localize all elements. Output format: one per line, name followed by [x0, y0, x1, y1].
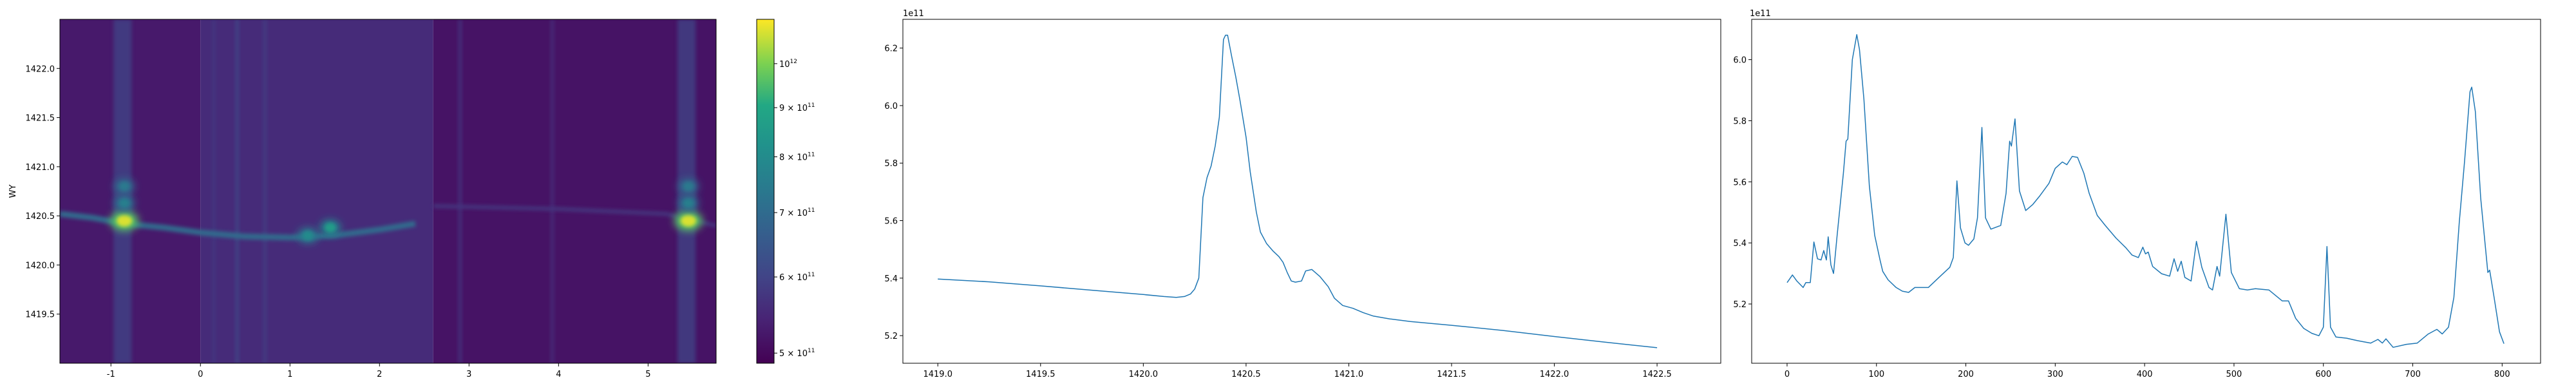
colorbar-tick-label: 5 × 1011: [779, 348, 815, 359]
line-chart-2-y-tick-label: 6.0: [1733, 56, 1747, 66]
line-chart-2-x-tick-label: 200: [1958, 370, 1974, 379]
heatmap-panel: -1 0 1 2 3 4 5 1419.51420.01420.51421.01421.51…: [8, 19, 717, 379]
heatmap-x-ticks: -1 0 1 2 3 4 5: [107, 363, 650, 379]
heatmap-peak: [117, 214, 133, 227]
line-chart-2-x-tick-label: 700: [2405, 370, 2421, 379]
line-chart-2-y-tick-label: 5.2: [1733, 300, 1747, 310]
heatmap-peak: [119, 182, 130, 191]
heatmap-band: [235, 19, 240, 363]
heatmap-region: [200, 19, 433, 363]
heatmap-band: [550, 19, 554, 363]
x-tick-label: -1: [107, 370, 115, 379]
line-chart-1-series-line: [938, 34, 1658, 348]
y-tick-label: 1420.5: [26, 212, 55, 222]
y-tick-label: 1420.0: [26, 261, 55, 270]
colorbar-tick-label: 7 × 1011: [779, 207, 815, 218]
heatmap-band: [263, 19, 267, 363]
line-chart-2-x-tick-label: 400: [2137, 370, 2153, 379]
line-chart-1-y-tick-label: 6.0: [884, 102, 898, 111]
line-chart-1-y-tick-label: 5.4: [884, 274, 898, 284]
line-chart-1-x-tick-label: 1421.5: [1437, 370, 1466, 379]
colorbar-tick-label: 8 × 1011: [779, 152, 815, 163]
line-chart-1-x-tick-label: 1419.0: [923, 370, 952, 379]
heatmap-y-label: WY: [8, 185, 18, 198]
line-chart-1-x-tick-label: 1421.0: [1334, 370, 1364, 379]
line-chart-1-frame: [902, 19, 1721, 364]
y-tick-label: 1422.0: [26, 64, 55, 74]
heatmap-image: [60, 19, 716, 363]
heatmap-region: [433, 19, 716, 363]
colorbar-tick-label: 9 × 1011: [779, 102, 815, 113]
line-chart-2-x-tick-label: 800: [2494, 370, 2510, 379]
line-chart-2-x-tick-label: 500: [2226, 370, 2242, 379]
line-chart-2-frame: [1751, 19, 2541, 364]
heatmap-peak: [119, 198, 130, 208]
line-chart-1-x-tick-label: 1422.5: [1642, 370, 1672, 379]
line-chart-1: 1e11 1419.0 1419.5 1420.0 1420.5 1421.0 1421.…: [884, 9, 1721, 379]
heatmap-y-ticks: 1419.5 1420.0 1420.5 1421.0 1421.5 1422.0: [26, 64, 60, 320]
x-tick-label: 0: [198, 370, 203, 379]
heatmap-band: [458, 19, 462, 363]
heatmap-peak: [325, 223, 336, 232]
line-chart-1-x-tick-label: 1420.5: [1231, 370, 1261, 379]
line-chart-1-y-tick-label: 6.2: [884, 44, 898, 54]
line-chart-1-y-tick-label: 5.8: [884, 159, 898, 169]
colorbar-tick-label: 6 × 1011: [779, 272, 815, 283]
x-tick-label: 3: [466, 370, 471, 379]
line-chart-2-y-tick-label: 5.8: [1733, 117, 1747, 126]
line-chart-2-y-tick-label: 5.6: [1733, 178, 1747, 187]
colorbar: 5 × 1011 6 × 1011 7 × 1011 8 × 1011 9 × 1011…: [756, 19, 815, 364]
heatmap-ridge: [60, 211, 416, 241]
heatmap-peak: [683, 182, 694, 191]
heatmap-peak: [303, 231, 314, 240]
heatmap-frame: [59, 19, 717, 364]
heatmap-peak: [680, 214, 696, 227]
line-chart-2-x-tick-label: 100: [1868, 370, 1884, 379]
line-chart-2-series-line: [1786, 33, 2505, 348]
colorbar-tick-label: 1012: [779, 59, 797, 70]
y-tick-label: 1421.0: [26, 163, 55, 173]
line-chart-2-y-tick-label: 5.4: [1733, 239, 1747, 249]
line-chart-2-offset-label: 1e11: [1750, 9, 1771, 19]
line-chart-2-x-tick-label: 0: [1785, 370, 1790, 379]
line-chart-2: 1e11 0 100 200 300 400 500 600 700 800 5.2 5.4 5.6 5…: [1733, 9, 2541, 379]
line-chart-1-x-tick-label: 1422.0: [1540, 370, 1569, 379]
heatmap-band: [212, 19, 216, 363]
x-tick-label: 1: [287, 370, 292, 379]
line-chart-2-x-tick-label: 600: [2315, 370, 2331, 379]
colorbar-gradient: [756, 19, 775, 364]
colorbar-ticks: 5 × 1011 6 × 1011 7 × 1011 8 × 1011 9 × 1011…: [774, 59, 815, 359]
heatmap-peak: [683, 198, 694, 208]
line-chart-1-x-tick-label: 1420.0: [1129, 370, 1159, 379]
y-tick-label: 1419.5: [26, 310, 55, 320]
x-tick-label: 4: [556, 370, 561, 379]
x-tick-label: 2: [377, 370, 382, 379]
line-chart-1-y-tick-label: 5.6: [884, 217, 898, 227]
line-chart-2-x-tick-label: 300: [2047, 370, 2063, 379]
line-chart-1-x-tick-label: 1419.5: [1026, 370, 1056, 379]
line-chart-1-y-tick-label: 5.2: [884, 332, 898, 341]
y-tick-label: 1421.5: [26, 114, 55, 124]
x-tick-label: 5: [645, 370, 650, 379]
line-chart-1-offset-label: 1e11: [903, 9, 924, 19]
